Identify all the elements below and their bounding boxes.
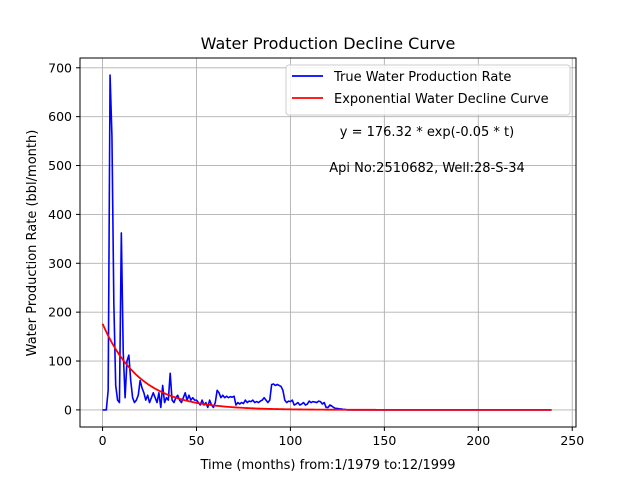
y-tick-label: 300 <box>48 256 72 271</box>
y-tick-label: 400 <box>48 207 72 222</box>
y-axis-title: Water Production Rate (bbl/month) <box>25 130 40 357</box>
legend-label-true-rate: True Water Production Rate <box>333 70 511 85</box>
series-exponential-decline-curve <box>101 323 552 411</box>
x-tick-label: 150 <box>372 433 396 448</box>
y-tick-label: 100 <box>48 354 72 369</box>
x-axis-title: Time (months) from:1/1979 to:12/1999 <box>199 458 455 473</box>
series-layer <box>101 74 552 411</box>
legend: True Water Production Rate Exponential W… <box>285 64 571 116</box>
legend-box <box>285 64 571 116</box>
series-true-water-production-rate <box>102 74 552 411</box>
y-axis: 0 100 200 300 400 500 600 700 <box>48 60 80 417</box>
y-tick-label: 200 <box>48 305 72 320</box>
y-tick-label: 0 <box>64 402 72 417</box>
x-tick-label: 250 <box>560 433 584 448</box>
x-tick-label: 200 <box>466 433 490 448</box>
x-axis: 0 50 100 150 200 250 <box>99 427 584 448</box>
chart-title: Water Production Decline Curve <box>201 34 456 53</box>
equation-annotation: y = 176.32 * exp(-0.05 * t) <box>340 125 514 140</box>
x-tick-label: 50 <box>189 433 205 448</box>
well-annotation: Api No:2510682, Well:28-S-34 <box>329 161 525 176</box>
y-tick-label: 600 <box>48 109 72 124</box>
x-tick-label: 100 <box>278 433 302 448</box>
y-tick-label: 700 <box>48 60 72 75</box>
plot-frame <box>79 57 577 428</box>
legend-label-decline-curve: Exponential Water Decline Curve <box>334 92 549 107</box>
x-tick-label: 0 <box>99 433 107 448</box>
y-tick-label: 500 <box>48 158 72 173</box>
